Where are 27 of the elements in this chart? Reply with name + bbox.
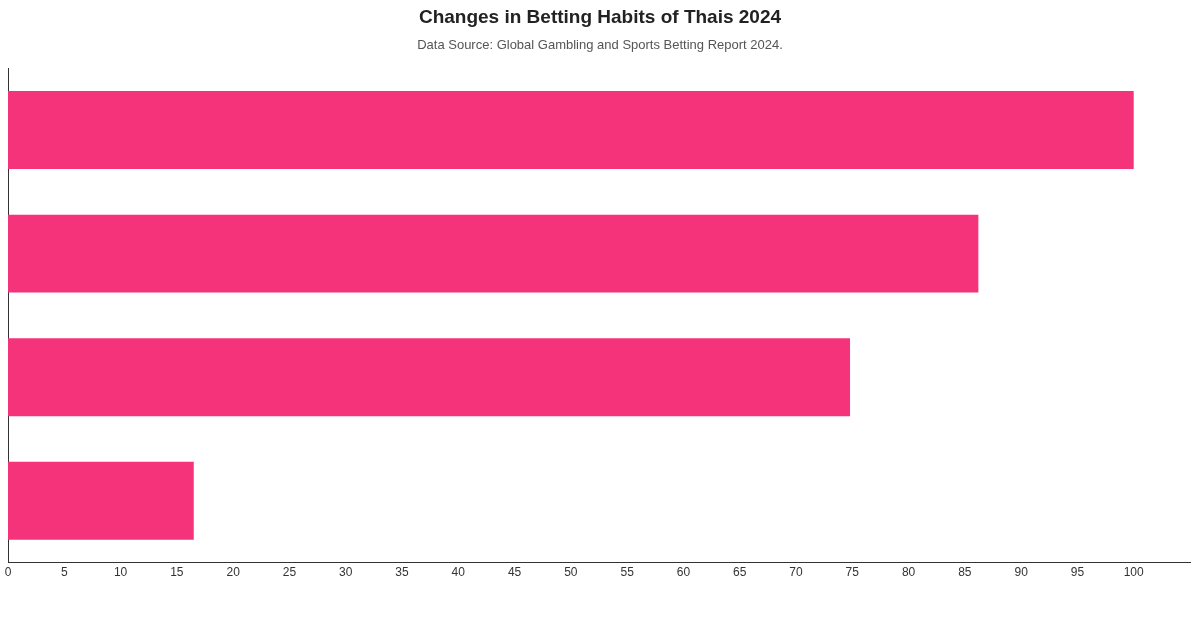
x-tick-label: 65 — [733, 565, 747, 580]
x-tick-label: 30 — [339, 565, 353, 580]
x-tick-label: 80 — [901, 565, 916, 580]
x-tick-label: 60 — [676, 565, 691, 580]
x-tick-label: 45 — [507, 565, 522, 580]
bar — [8, 91, 1134, 169]
x-tick-label: 100 — [1123, 565, 1145, 580]
x-tick-label: 70 — [789, 565, 803, 580]
x-tick-label: 95 — [1070, 565, 1085, 580]
x-tick-label: 55 — [620, 565, 635, 580]
x-tick-label: 5 — [60, 565, 68, 580]
x-tick-label: 25 — [282, 565, 297, 580]
x-tick-label: 35 — [395, 565, 409, 580]
x-tick-label: 40 — [451, 565, 466, 580]
bar — [8, 461, 194, 540]
x-tick-label: 15 — [170, 565, 184, 580]
x-tick-label: 20 — [226, 565, 241, 580]
x-tick-label: 90 — [1014, 565, 1029, 580]
chart-subtitle: Data Source: Global Gambling and Sports Betting Report 2024. — [416, 37, 784, 52]
x-tick-label: 85 — [958, 565, 972, 580]
bar — [8, 214, 979, 293]
x-tick-label: 50 — [564, 565, 578, 580]
x-tick-label: 75 — [845, 565, 860, 580]
x-tick-label: 10 — [113, 565, 128, 580]
chart-title: Changes in Betting Habits of Thais 2024 — [417, 6, 783, 28]
x-tick-label: 0 — [4, 565, 12, 580]
bar — [8, 338, 851, 417]
